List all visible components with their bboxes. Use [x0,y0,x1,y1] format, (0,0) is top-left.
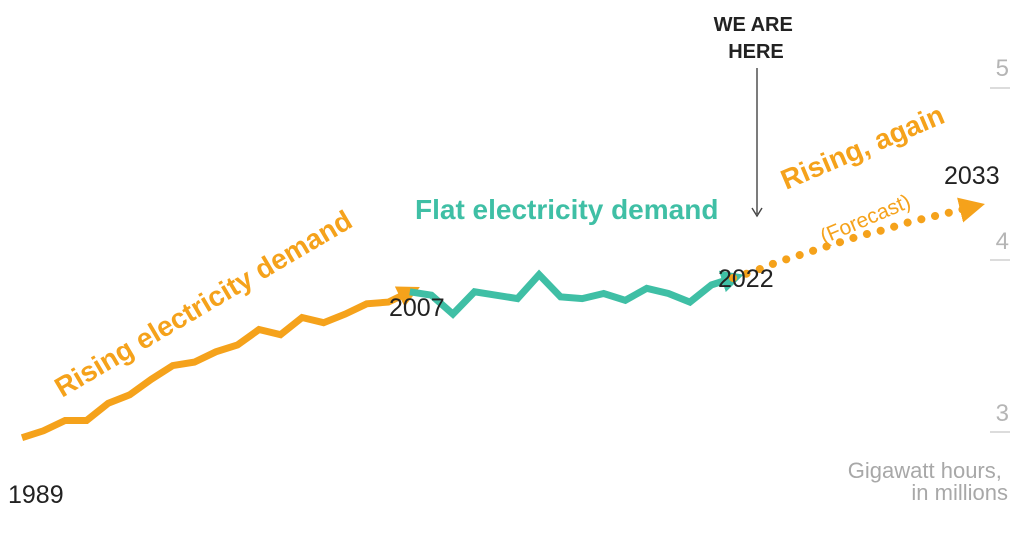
we-are-here-annotation: WE ARE HERE [714,14,799,218]
annotation-line-2: HERE [728,41,784,63]
rising-demand-label: Rising electricity demand [49,204,357,403]
year-label-2007: 2007 [389,294,445,322]
flat-demand-label: Flat electricity demand [415,194,718,225]
y-axis: 5 4 3 Gigawatt hours, in millions [848,55,1010,505]
y-tick-3: 3 [996,400,1009,427]
series-line-2 [729,197,985,282]
series-line-1 [409,269,744,319]
forecast-label: (Forecast) [817,190,914,249]
annotation-line-1: WE ARE [714,14,793,36]
year-label-1989: 1989 [8,481,64,509]
unit-line-2: in millions [911,480,1008,505]
y-tick-4: 4 [996,228,1009,255]
series-layer [20,197,985,442]
rising-again-label: Rising, again [776,99,949,196]
we-are-here-label: WE ARE HERE [714,14,799,63]
year-label-2022: 2022 [718,265,774,293]
we-are-here-arrowhead [751,207,763,218]
unit-line-1: Gigawatt hours, [848,458,1002,483]
series-line-0 [20,286,420,442]
y-tick-5: 5 [996,55,1009,82]
year-labels: 1989 2007 2022 2033 [8,162,1000,509]
y-axis-unit-label: Gigawatt hours, in millions [848,458,1008,505]
year-label-2033: 2033 [944,162,1000,190]
